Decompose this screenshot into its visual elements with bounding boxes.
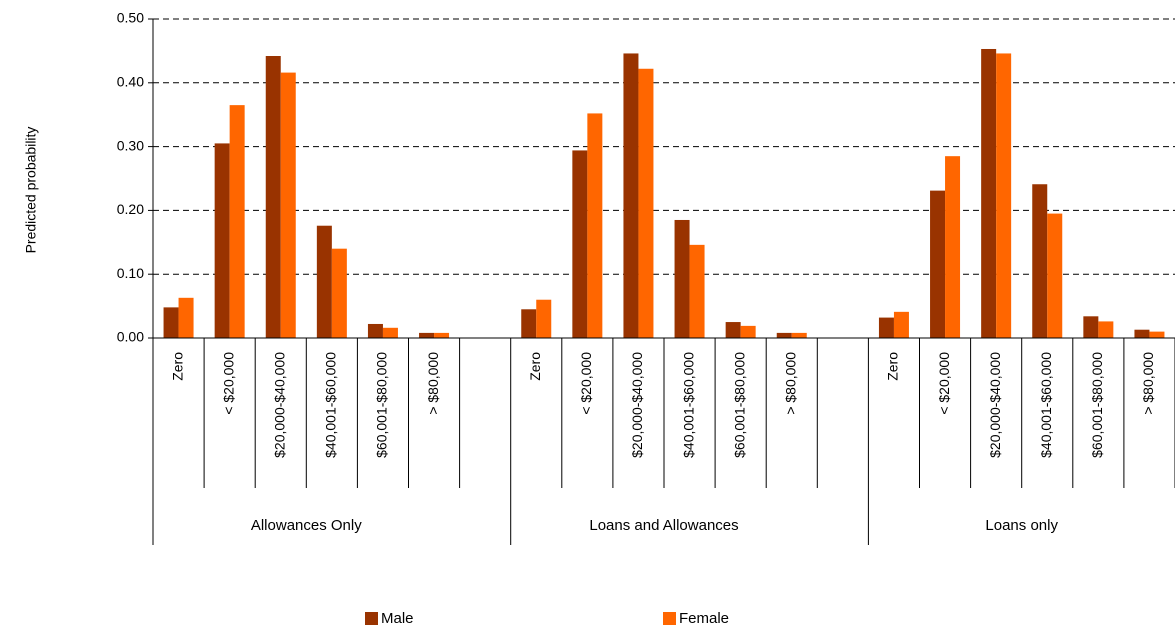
bar-male bbox=[1032, 184, 1048, 338]
bar-male bbox=[623, 53, 639, 339]
y-tick-label: 0.30 bbox=[117, 137, 144, 153]
bar-female bbox=[331, 248, 347, 338]
bar-female bbox=[996, 53, 1012, 339]
bars bbox=[163, 48, 1165, 339]
x-category-label: > $80,000 bbox=[782, 352, 798, 415]
gridlines bbox=[153, 18, 1175, 275]
x-category-label: Zero bbox=[169, 352, 185, 381]
bar-male bbox=[981, 48, 997, 339]
bar-female bbox=[178, 297, 194, 338]
bar-female bbox=[587, 113, 603, 338]
bar-female bbox=[382, 327, 398, 338]
bar-female bbox=[945, 156, 961, 338]
legend: Male Female bbox=[365, 610, 729, 627]
y-axis: 0.00 0.10 0.20 0.30 0.40 0.50 bbox=[117, 10, 154, 345]
legend-label-male: Male bbox=[381, 610, 414, 627]
legend-swatch-female bbox=[663, 612, 676, 625]
bar-female bbox=[280, 72, 296, 338]
bar-female bbox=[791, 332, 807, 338]
x-category-label: $20,000-$40,000 bbox=[629, 352, 645, 458]
legend-swatch-male bbox=[365, 612, 378, 625]
bar-male bbox=[930, 190, 946, 338]
x-category-label: $40,001-$60,000 bbox=[323, 352, 339, 458]
bar-female bbox=[229, 105, 245, 338]
y-tick-label: 0.10 bbox=[117, 265, 144, 281]
bar-male bbox=[725, 322, 741, 338]
legend-label-female: Female bbox=[679, 610, 729, 627]
x-category-label: $40,001-$60,000 bbox=[680, 352, 696, 458]
bar-female bbox=[1047, 213, 1063, 338]
x-category-label: > $80,000 bbox=[425, 352, 441, 415]
x-category-label: $40,001-$60,000 bbox=[1038, 352, 1054, 458]
y-tick-label: 0.00 bbox=[117, 329, 144, 345]
bar-female bbox=[1098, 321, 1114, 338]
bar-male bbox=[878, 317, 894, 338]
bar-female bbox=[1149, 331, 1165, 338]
y-tick-label: 0.50 bbox=[117, 10, 144, 26]
x-category-label: $20,000-$40,000 bbox=[271, 352, 287, 458]
x-category-label: $60,001-$80,000 bbox=[1089, 352, 1105, 458]
y-tick-label: 0.40 bbox=[117, 74, 144, 90]
bar-male bbox=[674, 219, 690, 338]
bar-female bbox=[434, 332, 450, 338]
bar-male bbox=[367, 323, 383, 338]
bar-female bbox=[689, 244, 705, 338]
bar-male bbox=[572, 150, 588, 338]
y-axis-label: Predicted probability bbox=[23, 127, 39, 254]
bar-male bbox=[1134, 329, 1150, 338]
x-category-label: Zero bbox=[885, 352, 901, 381]
bar-male bbox=[163, 307, 179, 338]
x-category-label: $20,000-$40,000 bbox=[987, 352, 1003, 458]
bar-male bbox=[1083, 316, 1099, 338]
x-axis: Zero < $20,000 $20,000-$40,000 $40,001-$60,… bbox=[152, 337, 1175, 545]
bar-female bbox=[740, 325, 756, 338]
x-group-label: Loans only bbox=[985, 517, 1058, 534]
bar-male bbox=[265, 56, 281, 339]
bar-male bbox=[419, 332, 435, 338]
bar-male bbox=[316, 225, 332, 338]
x-category-label: < $20,000 bbox=[578, 352, 594, 415]
x-category-label: < $20,000 bbox=[220, 352, 236, 415]
x-category-label: < $20,000 bbox=[936, 352, 952, 415]
x-category-label: $60,001-$80,000 bbox=[374, 352, 390, 458]
x-category-label: $60,001-$80,000 bbox=[731, 352, 747, 458]
x-category-label: > $80,000 bbox=[1140, 352, 1156, 415]
bar-female bbox=[536, 299, 552, 338]
bar-male bbox=[214, 143, 230, 338]
bar-male bbox=[521, 309, 537, 338]
x-group-label: Loans and Allowances bbox=[589, 517, 738, 534]
bar-female bbox=[638, 68, 654, 338]
bar-female bbox=[893, 311, 909, 338]
x-group-label: Allowances Only bbox=[251, 517, 362, 534]
y-tick-label: 0.20 bbox=[117, 201, 144, 217]
x-category-label: Zero bbox=[527, 352, 543, 381]
bar-male bbox=[776, 332, 792, 338]
